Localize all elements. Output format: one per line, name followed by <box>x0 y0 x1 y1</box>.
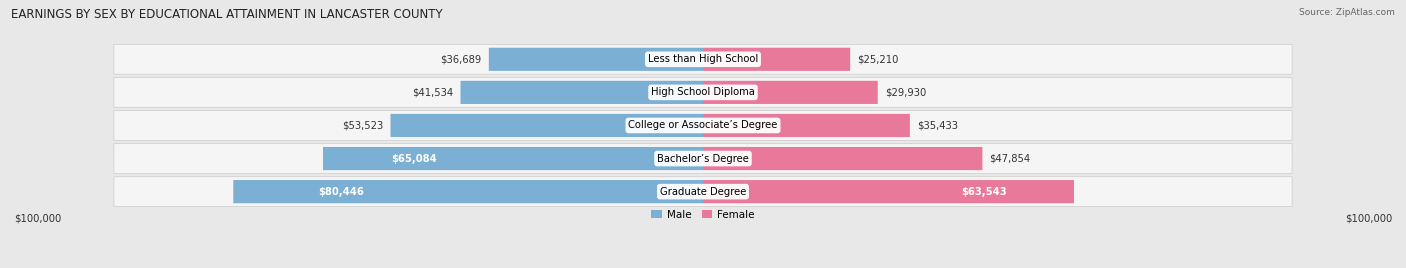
Text: Less than High School: Less than High School <box>648 54 758 64</box>
FancyBboxPatch shape <box>233 180 703 203</box>
Text: $35,433: $35,433 <box>917 120 957 131</box>
Text: $47,854: $47,854 <box>990 154 1031 163</box>
Text: College or Associate’s Degree: College or Associate’s Degree <box>628 120 778 131</box>
Text: EARNINGS BY SEX BY EDUCATIONAL ATTAINMENT IN LANCASTER COUNTY: EARNINGS BY SEX BY EDUCATIONAL ATTAINMEN… <box>11 8 443 21</box>
Text: $65,084: $65,084 <box>391 154 437 163</box>
Text: $100,000: $100,000 <box>14 213 62 223</box>
Text: Graduate Degree: Graduate Degree <box>659 187 747 197</box>
FancyBboxPatch shape <box>391 114 703 137</box>
Text: $100,000: $100,000 <box>1344 213 1392 223</box>
FancyBboxPatch shape <box>703 81 877 104</box>
Text: $36,689: $36,689 <box>440 54 482 64</box>
Text: $80,446: $80,446 <box>318 187 364 197</box>
FancyBboxPatch shape <box>703 48 851 71</box>
FancyBboxPatch shape <box>703 147 983 170</box>
FancyBboxPatch shape <box>114 111 1292 140</box>
FancyBboxPatch shape <box>114 177 1292 207</box>
FancyBboxPatch shape <box>114 77 1292 107</box>
FancyBboxPatch shape <box>703 114 910 137</box>
FancyBboxPatch shape <box>114 144 1292 173</box>
Text: Bachelor’s Degree: Bachelor’s Degree <box>657 154 749 163</box>
Legend: Male, Female: Male, Female <box>647 206 759 224</box>
FancyBboxPatch shape <box>114 44 1292 74</box>
FancyBboxPatch shape <box>461 81 703 104</box>
FancyBboxPatch shape <box>323 147 703 170</box>
FancyBboxPatch shape <box>489 48 703 71</box>
Text: $25,210: $25,210 <box>858 54 898 64</box>
Text: High School Diploma: High School Diploma <box>651 87 755 97</box>
Text: $41,534: $41,534 <box>412 87 454 97</box>
Text: Source: ZipAtlas.com: Source: ZipAtlas.com <box>1299 8 1395 17</box>
Text: $29,930: $29,930 <box>884 87 927 97</box>
FancyBboxPatch shape <box>703 180 1074 203</box>
Text: $63,543: $63,543 <box>962 187 1007 197</box>
Text: $53,523: $53,523 <box>342 120 384 131</box>
